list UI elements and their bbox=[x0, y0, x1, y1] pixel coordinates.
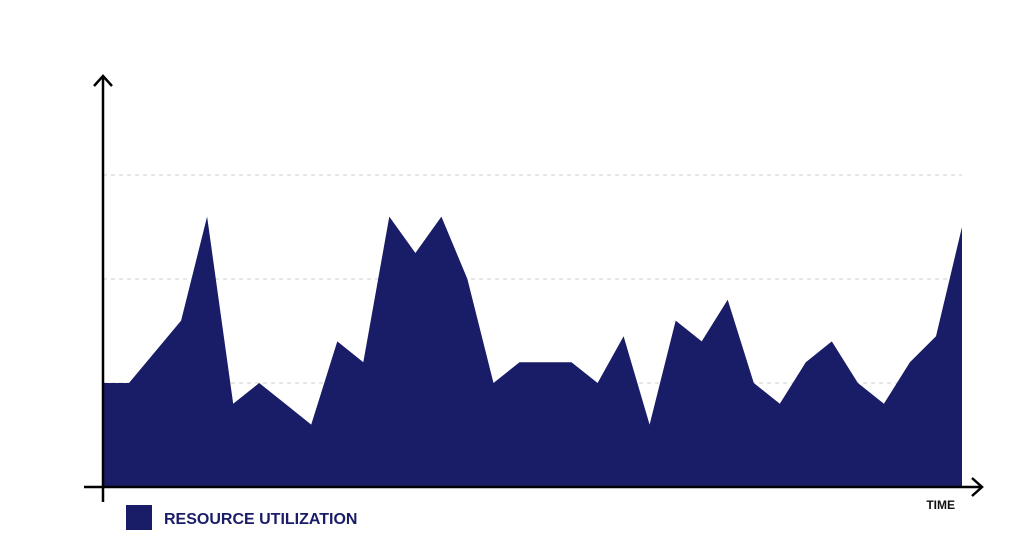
x-axis-arrow-icon bbox=[971, 477, 984, 497]
legend-label: RESOURCE UTILIZATION bbox=[164, 511, 357, 528]
legend: RESOURCE UTILIZATION bbox=[126, 505, 357, 530]
area-series-resource-utilization bbox=[103, 216, 962, 487]
y-axis-arrow-icon bbox=[93, 74, 113, 87]
y-axis bbox=[93, 74, 113, 502]
legend-swatch bbox=[126, 505, 152, 530]
x-axis-title: TIME bbox=[926, 498, 955, 512]
x-axis bbox=[84, 477, 984, 497]
